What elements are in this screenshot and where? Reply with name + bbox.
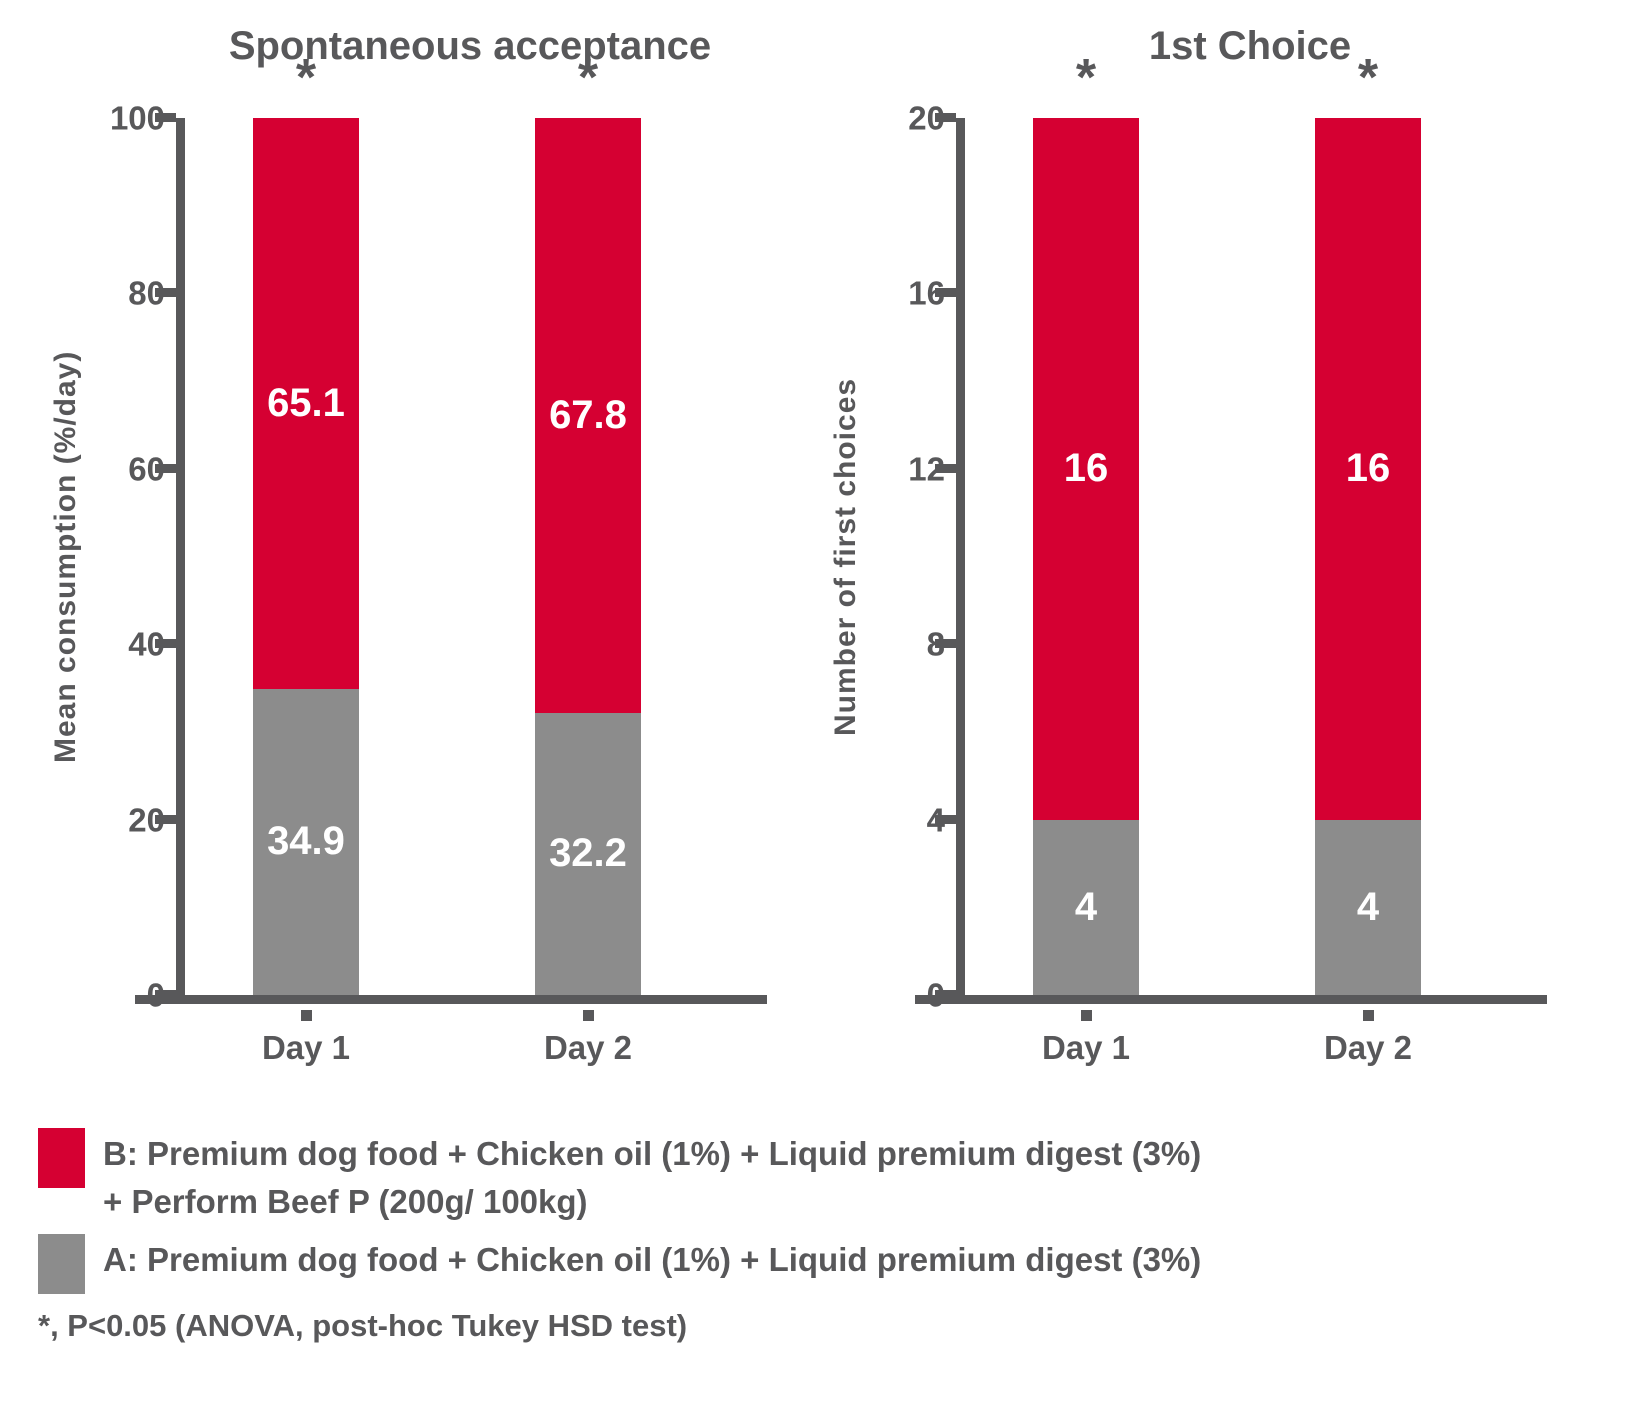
chart-spontaneous-acceptance: Spontaneous acceptance Mean consumption … — [30, 10, 790, 1100]
y-tick-label: 60 — [128, 450, 165, 488]
significance-asterisk: * — [1075, 49, 1097, 107]
y-axis-line — [956, 118, 965, 999]
legend-label-line: + Perform Beef P (200g/ 100kg) — [103, 1183, 588, 1220]
y-tick-mark — [935, 288, 956, 298]
y-tick-label: 8 — [845, 628, 945, 661]
bar-segment-red: 67.8 — [535, 118, 641, 713]
x-tick-label: Day 1 — [261, 1029, 351, 1066]
legend-text: B: Premium dog food + Chicken oil (1%) +… — [103, 1128, 1201, 1226]
legend-label-line: A: Premium dog food + Chicken oil (1%) +… — [103, 1241, 1202, 1278]
bar-value-label: 67.8 — [549, 392, 627, 437]
x-tick-label: Day 2 — [543, 1029, 633, 1066]
bar-value-label: 34.9 — [267, 819, 345, 864]
y-tick-label: 20 — [908, 99, 945, 137]
bar-day-1: 34.9 65.1 * Day 1 — [253, 49, 359, 1066]
bar-value-label: 16 — [1063, 446, 1109, 491]
significance-asterisk: * — [577, 49, 599, 107]
x-tick-label: Day 2 — [1323, 1029, 1413, 1066]
bar-segment-red: 65.1 — [253, 118, 359, 689]
bar-value-label: 4 — [1356, 884, 1380, 929]
y-tick-mark — [935, 990, 956, 999]
bar-value-label: 16 — [1345, 446, 1391, 491]
legend-item-test-diet: B: Premium dog food + Chicken oil (1%) +… — [38, 1128, 1618, 1226]
y-tick-mark — [935, 639, 956, 649]
significance-asterisk: * — [1357, 49, 1379, 107]
x-tick-mark — [1081, 1010, 1092, 1021]
legend-label-line: B: Premium dog food + Chicken oil (1%) +… — [103, 1135, 1202, 1172]
bar-segment-red: 16 — [1315, 118, 1421, 820]
bar-segment-gray: 32.2 — [535, 712, 641, 995]
x-tick-mark — [301, 1010, 312, 1021]
legend-swatch-red — [38, 1128, 85, 1188]
y-tick-label: 12 — [908, 450, 945, 488]
bar-value-label: 65.1 — [267, 380, 345, 425]
y-axis-ticks: 048121620 — [908, 102, 1535, 1012]
legend-text: A: Premium dog food + Chicken oil (1%) +… — [103, 1234, 1201, 1284]
y-tick-mark — [935, 113, 956, 122]
y-axis-label: Mean consumption (%/day) — [49, 350, 82, 763]
y-tick-label: 16 — [908, 274, 945, 312]
y-tick-label: 4 — [845, 803, 945, 836]
y-tick-label: 0 — [845, 979, 945, 1012]
y-tick-mark — [155, 463, 176, 473]
y-tick-mark — [155, 814, 176, 824]
chart-title: 1st Choice — [1148, 24, 1352, 68]
legend-item-control-diet: A: Premium dog food + Chicken oil (1%) +… — [38, 1234, 1618, 1294]
significance-footnote: *, P<0.05 (ANOVA, post-hoc Tukey HSD tes… — [38, 1308, 688, 1343]
chart-title: Spontaneous acceptance — [228, 24, 712, 68]
bar-day-2: 32.2 67.8 * Day 2 — [535, 49, 641, 1066]
y-tick-label: 0 — [65, 979, 165, 1012]
bar-value-label: 32.2 — [549, 831, 627, 876]
bar-day-2: 4 16 * Day 2 — [1315, 49, 1421, 1066]
y-axis-label: Number of first choices — [829, 377, 862, 736]
y-tick-mark — [155, 288, 176, 298]
bar-segment-gray: 34.9 — [253, 688, 359, 995]
x-tick-mark — [1363, 1010, 1374, 1021]
chart-first-choice: 1st Choice Number of first choices 0 4 8 12… — [810, 10, 1570, 1100]
significance-asterisk: * — [295, 49, 317, 107]
legend-swatch-gray — [38, 1234, 85, 1294]
y-tick-label: 40 — [128, 625, 165, 663]
x-tick-label: Day 1 — [1041, 1029, 1131, 1066]
legend: B: Premium dog food + Chicken oil (1%) +… — [38, 1128, 1618, 1344]
bars-group: 4 16 * Day 1 4 16 * Day 2 — [965, 49, 1535, 1066]
bar-day-1: 4 16 * Day 1 — [1033, 49, 1139, 1066]
x-tick-mark — [583, 1010, 594, 1021]
x-axis-line — [135, 995, 767, 1004]
y-tick-label: 100 — [109, 99, 165, 137]
y-tick-mark — [935, 814, 956, 824]
bar-segment-gray: 4 — [1315, 819, 1421, 995]
bars-group: 34.9 65.1 * Day 1 32.2 67.8 * Day 2 — [185, 49, 755, 1066]
y-axis-line — [176, 118, 185, 999]
y-tick-mark — [155, 639, 176, 649]
y-axis-ticks: 020406080100 — [110, 102, 755, 1012]
y-tick-label: 20 — [128, 801, 165, 839]
bar-value-label: 4 — [1074, 884, 1098, 929]
plot-area: 020406080100 34.965.1*Day 132.267.8*Day … — [110, 49, 767, 1066]
bar-segment-gray: 4 — [1033, 819, 1139, 995]
x-axis-line — [915, 995, 1547, 1004]
y-tick-label: 80 — [128, 274, 165, 312]
y-tick-mark — [155, 990, 176, 999]
y-tick-mark — [935, 463, 956, 473]
y-tick-mark — [155, 113, 176, 122]
bar-segment-red: 16 — [1033, 118, 1139, 820]
